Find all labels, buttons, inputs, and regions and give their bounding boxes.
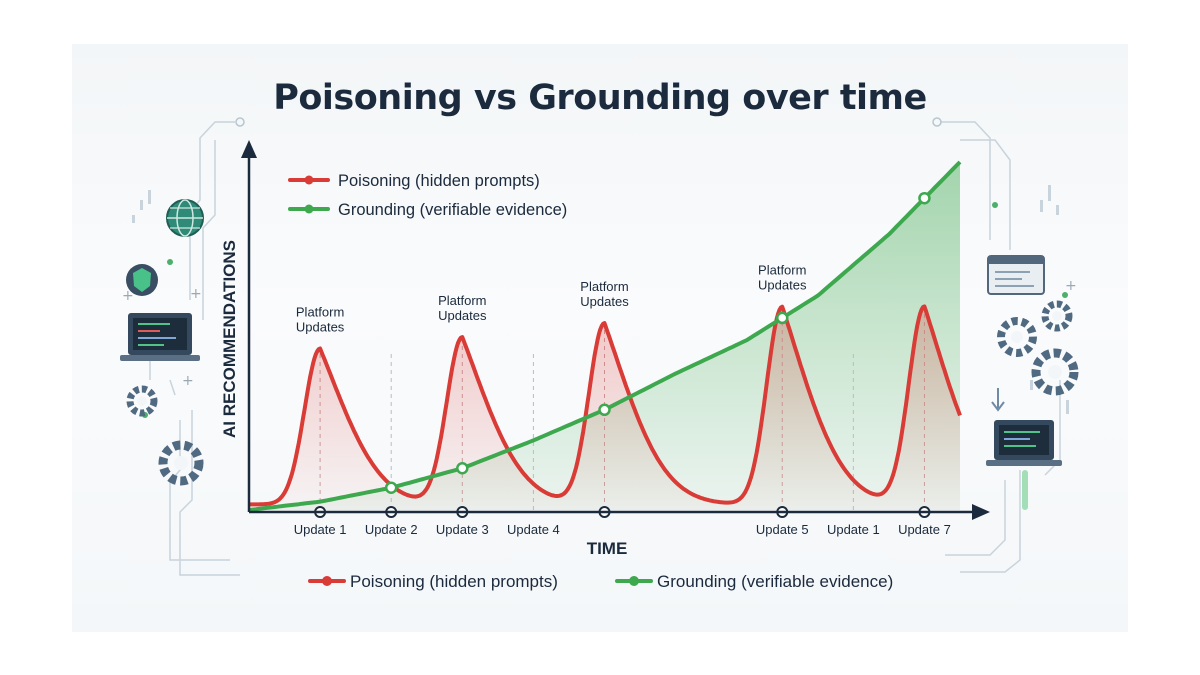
gear-icon (158, 440, 204, 486)
gear-icon (1041, 300, 1073, 332)
svg-text:+: + (190, 286, 202, 302)
gear-icon (1031, 348, 1079, 396)
y-axis-arrow (241, 140, 257, 158)
platform-updates-annotation: Updates (580, 294, 629, 309)
svg-text:+: + (122, 288, 134, 304)
platform-updates-annotation: Updates (758, 278, 807, 293)
x-axis-label: TIME (587, 539, 628, 558)
legend-bottom-label-grounding: Grounding (verifiable evidence) (657, 572, 893, 591)
platform-updates-annotation: Platform (758, 263, 806, 278)
x-tick-label: Update 1 (827, 522, 880, 537)
grounding-point (598, 403, 611, 417)
x-axis-arrow (972, 504, 990, 520)
legend-top-label-grounding: Grounding (verifiable evidence) (338, 201, 567, 219)
x-tick-label: Update 1 (294, 522, 347, 537)
gear-icon (126, 385, 158, 417)
y-axis-label: AI RECOMMENDATIONS (220, 240, 239, 438)
x-tick-label: Update 3 (436, 522, 489, 537)
legend-bottom-item-poisoning: Poisoning (hidden prompts) (308, 572, 558, 591)
x-tick-label: Update 5 (756, 522, 809, 537)
x-tick-label: Update 4 (507, 522, 560, 537)
globe-icon (166, 199, 204, 237)
legend-top-item-grounding: Grounding (verifiable evidence) (288, 201, 567, 219)
browser-window-icon (987, 255, 1045, 295)
poisoning-line (248, 304, 962, 507)
gear-icon (997, 317, 1037, 357)
x-tick-label: Update 7 (898, 522, 951, 537)
platform-updates-annotation: Platform (438, 293, 486, 308)
grounding-point (456, 461, 469, 475)
legend-bottom-label-poisoning: Poisoning (hidden prompts) (350, 572, 558, 591)
laptop-icon (120, 313, 200, 361)
platform-updates-annotation: Platform (580, 279, 628, 294)
platform-updates-annotation: Updates (438, 308, 487, 323)
legend-top-label-poisoning: Poisoning (hidden prompts) (338, 172, 540, 190)
legend-bottom: Poisoning (hidden prompts) Grounding (ve… (308, 572, 893, 591)
grounding-point (776, 311, 789, 325)
grounding-point (384, 481, 398, 494)
chart-title: Poisoning vs Grounding over time (273, 78, 927, 118)
shield-icon (126, 264, 158, 296)
laptop-icon (986, 420, 1062, 466)
legend-top-item-poisoning: Poisoning (hidden prompts) (288, 172, 540, 190)
x-tick-label: Update 2 (365, 522, 418, 537)
legend-top: Poisoning (hidden prompts) Grounding (ve… (288, 172, 567, 219)
svg-text:+: + (1065, 278, 1077, 294)
platform-updates-annotation: Updates (296, 320, 345, 335)
grounding-point (918, 191, 931, 205)
legend-bottom-item-grounding: Grounding (verifiable evidence) (615, 572, 893, 591)
platform-updates-annotation: Platform (296, 305, 344, 320)
svg-text:+: + (182, 373, 194, 389)
